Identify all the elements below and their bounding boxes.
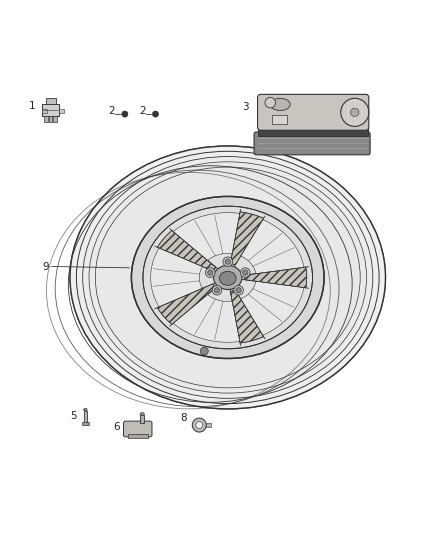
Polygon shape [230,290,264,343]
Circle shape [350,108,359,117]
Circle shape [192,418,206,432]
Bar [128,434,148,438]
Ellipse shape [214,265,242,289]
Ellipse shape [83,157,373,398]
Ellipse shape [95,167,360,388]
Circle shape [122,111,128,117]
Circle shape [212,285,222,295]
Text: 8: 8 [180,413,187,423]
Bar [140,415,144,423]
Bar [49,116,52,123]
Bar [44,116,48,123]
Bar [206,423,211,427]
Bar [84,410,87,423]
Circle shape [234,285,244,295]
Bar [82,422,89,425]
Ellipse shape [89,162,367,393]
Polygon shape [173,213,240,261]
Circle shape [214,288,219,293]
Text: 9: 9 [42,262,49,271]
Circle shape [200,347,208,355]
Text: 3: 3 [242,102,249,111]
Circle shape [208,270,213,275]
Ellipse shape [219,271,236,285]
Ellipse shape [76,151,379,403]
Polygon shape [173,295,240,342]
Polygon shape [151,248,202,307]
Polygon shape [157,230,216,271]
Polygon shape [241,281,304,335]
FancyBboxPatch shape [254,132,370,155]
Ellipse shape [270,98,290,110]
Polygon shape [230,212,264,265]
FancyBboxPatch shape [258,94,369,130]
Polygon shape [244,267,307,288]
Circle shape [152,111,159,117]
Bar [42,104,59,116]
Circle shape [240,268,250,277]
Text: 6: 6 [113,422,120,432]
Circle shape [243,270,248,275]
FancyBboxPatch shape [124,421,152,437]
Ellipse shape [70,146,385,409]
Ellipse shape [143,206,313,349]
Ellipse shape [84,408,87,411]
Bar [42,109,47,113]
Circle shape [205,268,215,277]
Circle shape [236,288,241,293]
Text: 2: 2 [139,106,146,116]
Circle shape [225,259,230,264]
Text: 1: 1 [28,101,35,111]
Bar [59,109,64,113]
Polygon shape [157,284,216,325]
Circle shape [265,98,276,108]
Bar [258,126,368,136]
Bar [46,98,56,104]
Ellipse shape [140,413,144,416]
Ellipse shape [131,197,324,359]
Ellipse shape [70,146,385,409]
Circle shape [223,257,233,266]
Polygon shape [241,220,304,273]
Text: 2: 2 [108,106,115,116]
Circle shape [341,98,369,126]
Circle shape [196,422,203,429]
Bar [53,116,57,123]
Text: 5: 5 [70,411,77,421]
Bar [272,115,287,124]
